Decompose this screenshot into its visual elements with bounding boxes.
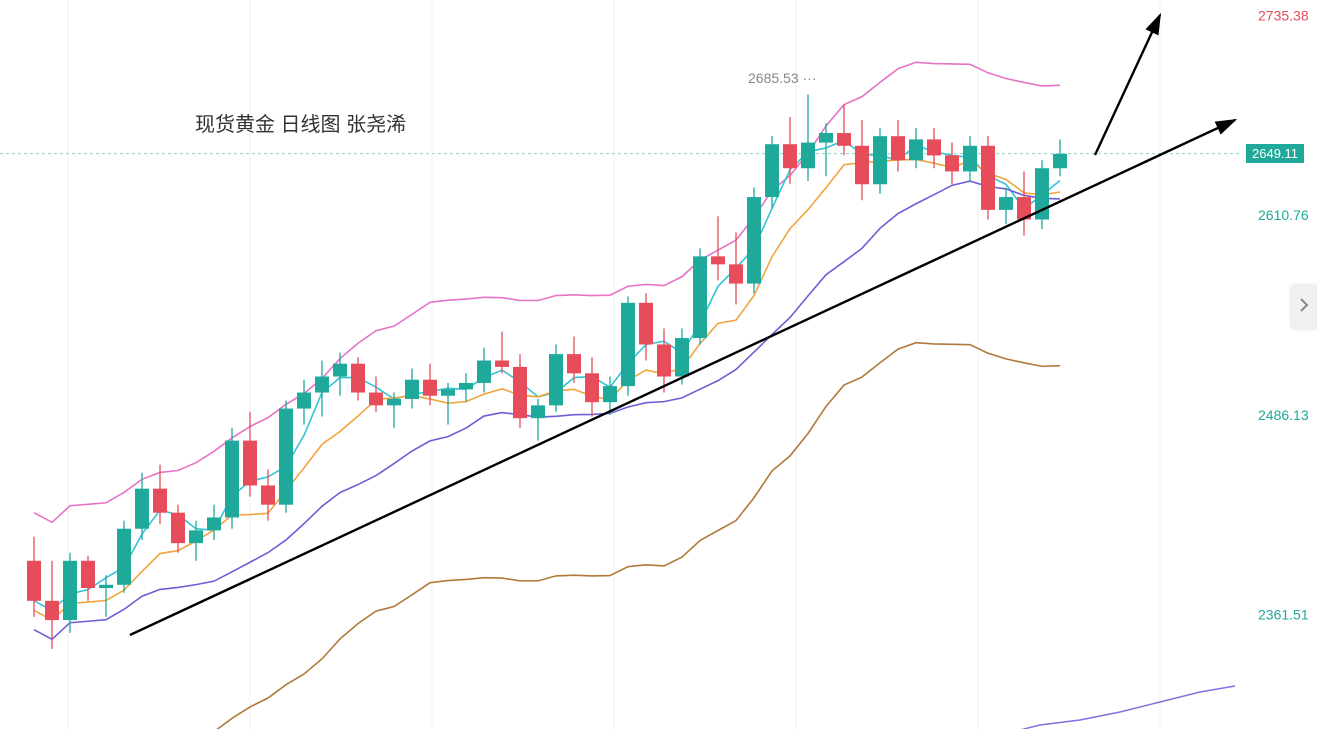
candle-body (801, 143, 815, 169)
candle-body (531, 405, 545, 418)
ma-fast (34, 140, 1060, 610)
lower-indicator-line (960, 686, 1235, 729)
expand-panel-button[interactable] (1291, 285, 1317, 329)
candle-body (459, 383, 473, 389)
candle-body (261, 485, 275, 504)
candle-body (837, 133, 851, 146)
candle-body (585, 373, 599, 402)
candle-body (315, 377, 329, 393)
ma-mid (34, 159, 1060, 620)
candle-body (981, 146, 995, 210)
candle-body (441, 389, 455, 395)
y-axis-label: 2361.51 (1258, 606, 1309, 622)
candle-body (603, 386, 617, 402)
y-axis-label: 2610.76 (1258, 207, 1309, 223)
candle-body (927, 139, 941, 155)
ma-slow (34, 181, 1060, 639)
candle-body (387, 399, 401, 405)
candle-body (189, 530, 203, 543)
current-price-tag: 2649.11 (1246, 144, 1304, 163)
ellipsis-icon: ··· (803, 70, 817, 86)
upper-arrow (1095, 15, 1160, 155)
candle-body (405, 380, 419, 399)
candle-body (81, 561, 95, 588)
candle-body (351, 364, 365, 393)
candle-body (369, 393, 383, 406)
candle-body (657, 344, 671, 376)
candle-body (45, 601, 59, 620)
y-axis-label: 2735.38 (1258, 7, 1309, 23)
y-axis-label: 2486.13 (1258, 407, 1309, 423)
candle-body (567, 354, 581, 373)
candle-body (135, 489, 149, 529)
candle-body (297, 393, 311, 409)
candle-body (99, 585, 113, 588)
chart-title: 现货黄金 日线图 张尧浠 (195, 108, 406, 137)
candle-body (999, 197, 1013, 210)
candle-body (63, 561, 77, 620)
candle-body (549, 354, 563, 405)
candle-body (243, 441, 257, 486)
candle-body (27, 561, 41, 601)
candle-body (117, 529, 131, 585)
candle-body (693, 256, 707, 338)
candle-body (819, 133, 833, 143)
candle-body (1053, 154, 1067, 168)
candle-body (909, 139, 923, 160)
band-upper (34, 62, 1060, 522)
candle-body (153, 489, 167, 513)
candle-body (477, 360, 491, 382)
candle-body (891, 136, 905, 160)
candle-body (171, 513, 185, 543)
candle-body (963, 146, 977, 172)
candle-body (729, 264, 743, 283)
candle-body (747, 197, 761, 284)
high-price-value: 2685.53 (748, 70, 799, 86)
candle-body (333, 364, 347, 377)
candle-body (873, 136, 887, 184)
candle-body (513, 367, 527, 418)
candle-body (855, 146, 869, 184)
candle-body (945, 155, 959, 171)
chart-root: 2735.38 2610.76 2486.13 2361.51 现货黄金 日线图 张尧… (0, 0, 1317, 729)
candle-body (225, 441, 239, 518)
candle-body (639, 303, 653, 345)
band-lower (34, 343, 1060, 729)
high-price-annotation: 2685.53 ··· (748, 70, 817, 86)
candle-body (207, 518, 221, 531)
candle-body (279, 409, 293, 505)
candle-body (783, 144, 797, 168)
candle-body (495, 360, 509, 366)
candle-body (765, 144, 779, 197)
candle-body (711, 256, 725, 264)
chevron-right-icon (1299, 297, 1309, 318)
candle-body (423, 380, 437, 396)
main-trendline (130, 120, 1235, 635)
candle-body (675, 338, 689, 376)
candle-body (621, 303, 635, 386)
